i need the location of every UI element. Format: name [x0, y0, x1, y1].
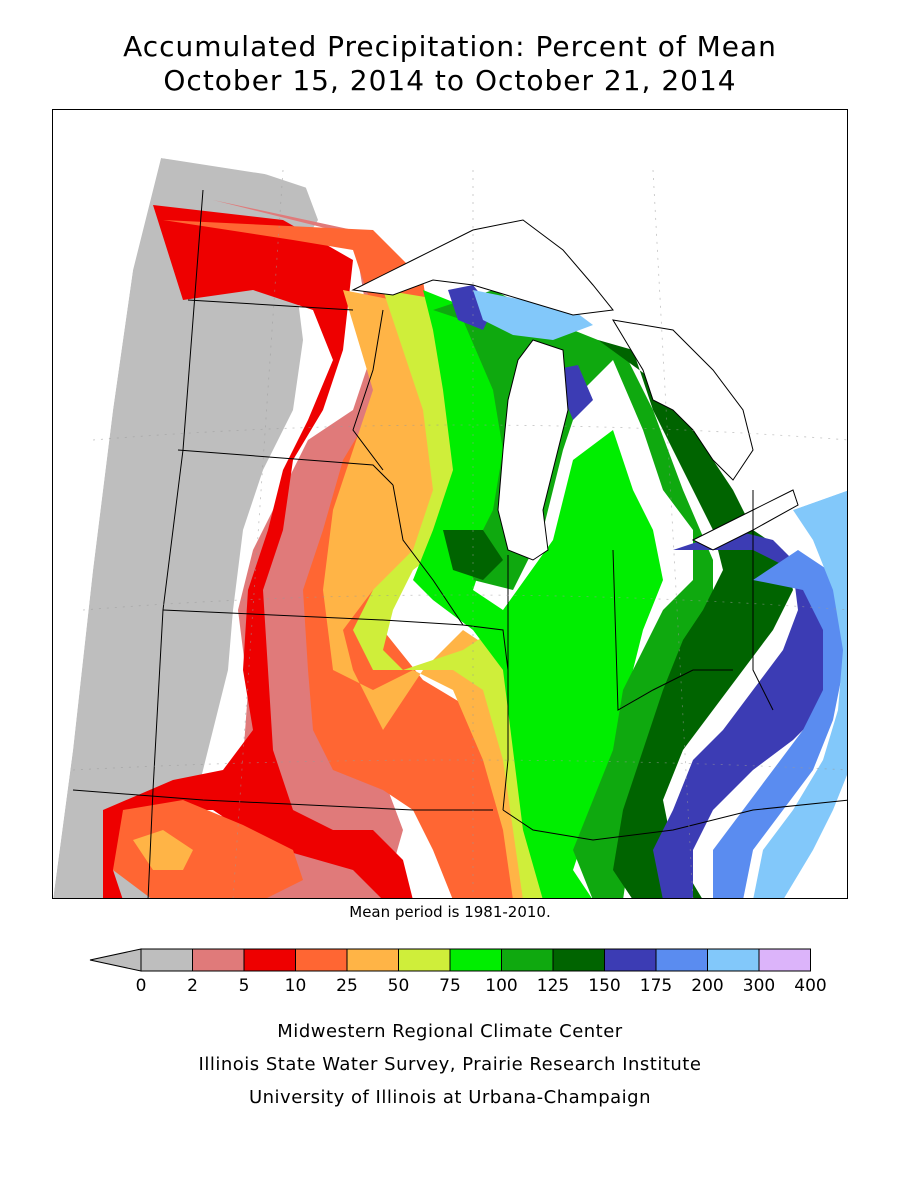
region-50-75: [353, 290, 553, 898]
region-25-50: [323, 290, 543, 898]
legend-swatch-150-175: [604, 948, 657, 972]
legend-tick-300: 300: [743, 976, 775, 996]
mean-period-note: Mean period is 1981-2010.: [349, 903, 551, 921]
credit-uiuc: University of Illinois at Urbana-Champai…: [248, 1087, 652, 1108]
graticule: [72, 169, 847, 898]
legend-tick-100: 100: [485, 976, 517, 996]
legend-tick-125: 125: [537, 976, 569, 996]
legend-tick-0: 0: [136, 976, 147, 996]
legend-tick-25: 25: [336, 976, 358, 996]
region-10-25-sw: [113, 800, 303, 898]
lake-michigan: [497, 339, 569, 561]
legend-swatch-0-2: [140, 948, 193, 972]
legend-tick-75: 75: [439, 976, 461, 996]
legend-tick-10: 10: [285, 976, 307, 996]
map-date-range: October 15, 2014 to October 21, 2014: [163, 64, 737, 97]
legend-tick-50: 50: [388, 976, 410, 996]
region-200-300-n: [473, 290, 593, 340]
legend-tick-2: 2: [187, 976, 198, 996]
lake-superior: [351, 219, 614, 316]
precipitation-map: [52, 109, 848, 899]
lake-huron: [612, 319, 754, 481]
legend-swatch-25-50: [346, 948, 399, 972]
legend-swatch-200-300: [707, 948, 760, 972]
map-title: Accumulated Precipitation: Percent of Me…: [123, 30, 777, 63]
legend-swatch-50-75: [398, 948, 451, 972]
map-canvas: [53, 110, 847, 898]
legend-tick-175: 175: [640, 976, 672, 996]
color-legend: 0 2 5 10 25 50 75 100 125 150 175 200 300 400: [89, 948, 827, 996]
credit-mrcc: Midwestern Regional Climate Center: [277, 1021, 623, 1042]
outside-north: [53, 110, 847, 898]
region-75-100: [413, 290, 663, 898]
legend-swatch-100-125: [501, 948, 554, 972]
legend-tick-150: 150: [588, 976, 620, 996]
legend-swatch-2-5: [192, 948, 245, 972]
region-150-175: [653, 530, 833, 898]
region-175-200: [713, 550, 843, 898]
legend-swatch-5-10: [243, 948, 296, 972]
legend-tick-400: 400: [794, 976, 826, 996]
region-100-125: [433, 290, 713, 898]
legend-swatch-300-400: [758, 948, 811, 972]
legend-tick-200: 200: [691, 976, 723, 996]
region-200-300: [753, 490, 847, 898]
legend-swatch-10-25: [295, 948, 348, 972]
region-125-150: [598, 340, 793, 898]
region-25-50-sw: [133, 830, 193, 870]
legend-tick-5: 5: [239, 976, 250, 996]
credit-isws: Illinois State Water Survey, Prairie Res…: [198, 1054, 702, 1075]
legend-arrow: [89, 948, 142, 972]
state-boundaries: [72, 189, 847, 898]
legend-swatch-75-100: [449, 948, 502, 972]
legend-swatch-125-150: [552, 948, 605, 972]
legend-swatch-175-200: [655, 948, 708, 972]
region-0-2: [53, 158, 318, 898]
